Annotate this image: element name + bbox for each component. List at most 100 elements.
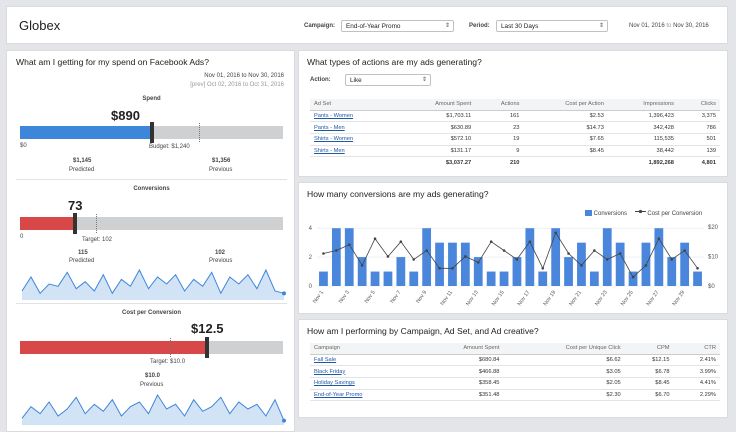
table-cell: 23 <box>475 121 524 134</box>
column-header[interactable]: Amount Spent <box>395 99 476 111</box>
column-header[interactable]: Amount Spent <box>418 343 504 355</box>
cost-point[interactable] <box>528 240 532 243</box>
conversion-bar[interactable] <box>693 271 702 286</box>
date-previous: [prev] Oct 02, 2016 to Oct 31, 2016 <box>190 82 284 88</box>
panel-title: What am I getting for my spend on Facebo… <box>16 57 209 67</box>
cost-point[interactable] <box>464 255 467 258</box>
cost-point[interactable] <box>605 258 609 261</box>
row-link[interactable]: Shirts - Men <box>310 145 396 158</box>
conversion-bar[interactable] <box>628 271 638 286</box>
cost-point[interactable] <box>631 275 635 279</box>
conversion-bar[interactable] <box>396 257 406 286</box>
table-cell: 501 <box>677 133 720 146</box>
cost-point[interactable] <box>683 249 686 252</box>
cost-point[interactable] <box>425 249 428 252</box>
column-header[interactable]: Ad Set <box>310 99 396 111</box>
row-link[interactable]: Black Friday <box>310 365 419 378</box>
cost-point[interactable] <box>670 258 674 261</box>
conversion-bar[interactable] <box>409 271 419 286</box>
cost-point[interactable] <box>502 249 506 252</box>
x-tick: Nov 5 <box>364 290 377 305</box>
x-tick: Nov 9 <box>415 290 428 305</box>
conversion-bar[interactable] <box>512 257 522 286</box>
sparkline-line <box>21 393 285 421</box>
conversion-bar[interactable] <box>331 228 341 286</box>
column-header[interactable]: Actions <box>475 99 524 111</box>
conversion-bar[interactable] <box>667 257 677 286</box>
table-cell: $680.84 <box>418 354 504 367</box>
row-link[interactable]: End-of-Year Promo <box>310 389 419 402</box>
column-header[interactable]: Clicks <box>677 99 720 111</box>
cost-point[interactable] <box>696 266 699 270</box>
cost-point[interactable] <box>412 258 416 261</box>
cost-point[interactable] <box>515 258 519 261</box>
conversion-bar[interactable] <box>499 271 509 286</box>
cost-point[interactable] <box>489 240 493 243</box>
cost-point[interactable] <box>451 266 454 270</box>
column-header[interactable]: Campaign <box>310 343 419 355</box>
sparkline-line <box>21 268 285 295</box>
conversion-bar[interactable] <box>602 228 612 286</box>
row-link[interactable]: Pants - Women <box>310 110 396 123</box>
conversion-bar[interactable] <box>448 242 457 286</box>
cost-point[interactable] <box>373 237 377 241</box>
conversion-bar[interactable] <box>486 271 496 286</box>
period-select[interactable]: Last 30 Days ⇕ <box>496 20 608 32</box>
column-header[interactable]: CTR <box>673 343 720 355</box>
cost-point[interactable] <box>644 264 648 267</box>
conversion-bar[interactable] <box>383 271 393 286</box>
cost-point[interactable] <box>567 252 570 255</box>
conversion-bar[interactable] <box>564 257 573 286</box>
conversion-bar[interactable] <box>615 242 625 286</box>
cost-point[interactable] <box>399 240 403 243</box>
conversion-bar[interactable] <box>525 228 535 286</box>
conversion-bar[interactable] <box>680 242 690 286</box>
conversion-bar[interactable] <box>654 228 664 286</box>
cost-point[interactable] <box>593 249 596 252</box>
table-cell: 786 <box>677 121 720 134</box>
cost-point[interactable] <box>438 266 441 270</box>
action-select[interactable]: Like ⇕ <box>345 74 431 86</box>
cost-point[interactable] <box>541 266 545 270</box>
row-link[interactable]: Holiday Savings <box>310 377 419 390</box>
conversion-bar[interactable] <box>538 271 548 286</box>
table-cell: 2.41% <box>673 354 720 367</box>
conversions-gauge <box>20 213 283 234</box>
cost-point[interactable] <box>580 264 583 267</box>
conversion-bar[interactable] <box>435 242 444 286</box>
cost-point[interactable] <box>360 264 364 267</box>
conversion-bar[interactable] <box>357 257 367 286</box>
table-cell: 115,535 <box>607 133 678 146</box>
row-link[interactable]: Pants - Men <box>310 121 396 134</box>
conversion-bar[interactable] <box>460 242 470 286</box>
row-link[interactable]: Fall Sale <box>310 354 419 367</box>
conversions-fill <box>20 217 76 230</box>
conversion-bar[interactable] <box>551 228 561 286</box>
cost-point[interactable] <box>347 243 351 246</box>
cpc-gauge <box>20 337 283 358</box>
conversion-bar[interactable] <box>422 228 432 286</box>
conversion-bar[interactable] <box>344 228 354 286</box>
conversion-bar[interactable] <box>370 271 380 286</box>
cost-point[interactable] <box>476 261 480 264</box>
cpc-target-line <box>169 338 171 357</box>
x-tick: Nov 17 <box>517 290 532 307</box>
column-header[interactable]: CPM <box>624 343 674 355</box>
x-tick: Nov 29 <box>672 290 687 307</box>
column-header[interactable]: Cost per Action <box>523 99 608 111</box>
campaign-select[interactable]: End-of-Year Promo ⇕ <box>341 20 454 32</box>
column-header[interactable]: Cost per Unique Click <box>503 343 625 355</box>
cost-point[interactable] <box>657 237 661 241</box>
cost-point[interactable] <box>335 249 338 252</box>
cost-point[interactable] <box>618 252 622 255</box>
row-link[interactable]: Shirts - Women <box>310 133 396 146</box>
cost-point[interactable] <box>322 252 325 255</box>
cost-point[interactable] <box>554 231 557 235</box>
actions-table: Ad Set Amount Spent Actions Cost per Action… <box>310 99 720 169</box>
conversion-bar[interactable] <box>473 257 483 286</box>
table-cell: 38,442 <box>607 145 678 158</box>
cost-point[interactable] <box>386 255 390 258</box>
conversion-bar[interactable] <box>319 271 328 286</box>
conversion-bar[interactable] <box>589 271 599 286</box>
column-header[interactable]: Impressions <box>607 99 678 111</box>
